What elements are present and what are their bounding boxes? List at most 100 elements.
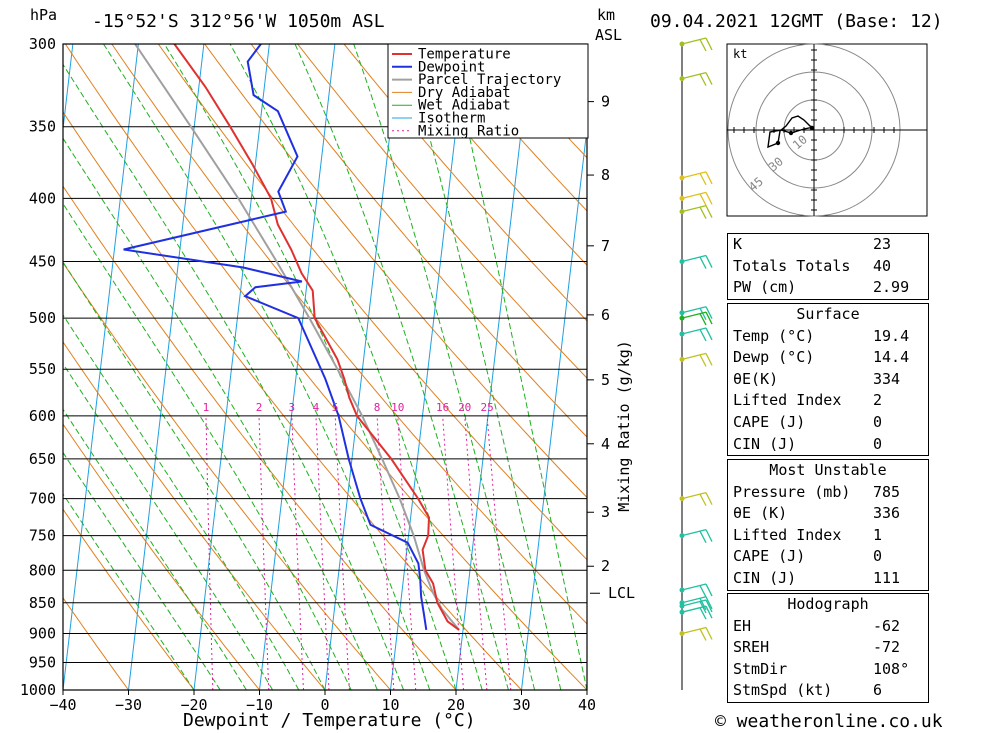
wind-barb-feather xyxy=(699,39,707,52)
mixing-ratio-line xyxy=(315,415,330,690)
dry-adiabat-line xyxy=(250,44,587,438)
x-tick-label: 20 xyxy=(447,696,465,714)
wet-adiabat-line xyxy=(103,44,431,690)
dry-adiabat-line xyxy=(63,508,195,690)
pressure-tick-label: 900 xyxy=(29,624,56,642)
x-tick-label: −10 xyxy=(246,696,273,714)
index-value: 6 xyxy=(873,681,883,700)
wind-barb-feather xyxy=(699,628,707,641)
wind-barb xyxy=(679,352,713,367)
wind-barb xyxy=(679,306,713,320)
wind-barb-feather xyxy=(699,329,707,342)
mixing-ratio-label: 3 xyxy=(289,401,296,414)
index-value: 111 xyxy=(873,568,901,587)
km-tick-label: 5 xyxy=(601,371,610,389)
wind-barb-feather xyxy=(705,583,713,597)
wind-barb-feather xyxy=(699,530,707,543)
wind-barb-feather xyxy=(699,597,707,611)
index-row: CAPE (J) 0 xyxy=(728,546,928,568)
index-label: θE(K) xyxy=(733,369,779,388)
copyright-text: © weatheronline.co.uk xyxy=(715,711,943,732)
wind-barb xyxy=(679,599,713,614)
dry-adiabat-line xyxy=(63,185,457,690)
index-value: 23 xyxy=(873,235,892,253)
isotherm-line xyxy=(455,44,532,690)
plot-frame xyxy=(62,43,588,691)
wind-barb-feather xyxy=(705,605,713,619)
wind-barb xyxy=(679,491,713,506)
legend-label: Dewpoint xyxy=(418,59,485,75)
isotherm-line xyxy=(0,44,7,690)
index-label: Lifted Index xyxy=(733,391,842,410)
index-row: StmDir 108° xyxy=(728,659,928,681)
dry-adiabat-line xyxy=(63,596,129,690)
wind-barb-feather xyxy=(699,206,707,219)
wind-barb-staff xyxy=(681,529,707,537)
wind-barb-staff xyxy=(681,306,707,314)
hodograph-unit-label: kt xyxy=(733,47,747,61)
indices-table-hodograph: Hodograph EH -62 SREH -72 StmDir 108° StmSp… xyxy=(727,593,929,703)
wind-barb-feather xyxy=(705,599,713,613)
wind-barb xyxy=(679,254,713,269)
index-label: Dewp (°C) xyxy=(733,348,815,367)
wind-barb-staff xyxy=(681,352,707,361)
x-tick-label: −40 xyxy=(49,696,76,714)
index-label: θE (K) xyxy=(733,504,788,523)
x-tick-label: 0 xyxy=(320,696,329,714)
wind-barb xyxy=(679,37,713,52)
hodograph-point xyxy=(809,125,815,131)
wind-barb xyxy=(679,204,713,219)
wind-barb-feather xyxy=(705,492,713,505)
legend-label: Mixing Ratio xyxy=(418,123,519,139)
indices-table-most-unstable: Most Unstable Pressure (mb) 785 θE (K) 336… xyxy=(727,459,929,591)
wind-barb-staff xyxy=(681,191,707,199)
wind-barb-staff xyxy=(681,596,707,604)
km-tick-label: 3 xyxy=(601,503,610,521)
mixing-ratio-label: 5 xyxy=(332,401,339,414)
mixing-ratio-label: 10 xyxy=(391,401,404,414)
wind-barb-staff xyxy=(681,171,707,179)
wind-barb-feather xyxy=(699,313,707,326)
index-row: Lifted Index 2 xyxy=(728,390,928,412)
index-label: EH xyxy=(733,616,752,635)
index-row: CIN (J) 0 xyxy=(728,434,928,456)
wind-barb-staff xyxy=(681,71,707,80)
isotherm-line xyxy=(653,44,728,690)
index-value: 40 xyxy=(873,256,892,275)
wind-barb-feather xyxy=(699,354,707,367)
index-value: 108° xyxy=(873,659,910,678)
wind-barb xyxy=(679,71,713,86)
wind-barb-staff xyxy=(681,626,707,635)
wind-barb-staff xyxy=(681,327,707,335)
x-tick-label: −20 xyxy=(180,696,207,714)
pressure-tick-label: 300 xyxy=(29,35,56,53)
index-row: SREH -72 xyxy=(728,637,928,659)
wind-barb-staff xyxy=(681,37,707,45)
legend-label: Parcel Trajectory xyxy=(418,72,561,88)
index-row: θE(K) 334 xyxy=(728,369,928,391)
mixing-ratio-label: 25 xyxy=(481,401,494,414)
index-value: 0 xyxy=(873,412,883,431)
index-row-k: K 23 xyxy=(728,234,928,256)
index-value: 14.4 xyxy=(873,348,910,367)
wind-barb-staff xyxy=(681,583,707,591)
pressure-tick-label: 950 xyxy=(29,653,56,671)
index-value: 336 xyxy=(873,504,901,523)
isotherm-line xyxy=(128,44,205,690)
parcel-trajectory-line xyxy=(134,44,460,631)
wind-barb xyxy=(679,583,713,598)
index-value: 334 xyxy=(873,369,901,388)
legend-label: Wet Adiabat xyxy=(418,98,511,114)
isotherm-line xyxy=(193,44,270,690)
index-label: Lifted Index xyxy=(733,525,842,544)
index-row-totals: Totals Totals 40 xyxy=(728,256,928,278)
wind-barb-feather xyxy=(699,256,707,269)
wind-barb-feather xyxy=(699,493,707,506)
index-label: Pressure (mb) xyxy=(733,482,851,501)
pressure-tick-label: 500 xyxy=(29,309,56,327)
dry-adiabat-line xyxy=(297,44,587,379)
pressure-tick-label: 600 xyxy=(29,407,56,425)
index-label: CAPE (J) xyxy=(733,412,806,431)
legend-label: Isotherm xyxy=(418,111,485,127)
